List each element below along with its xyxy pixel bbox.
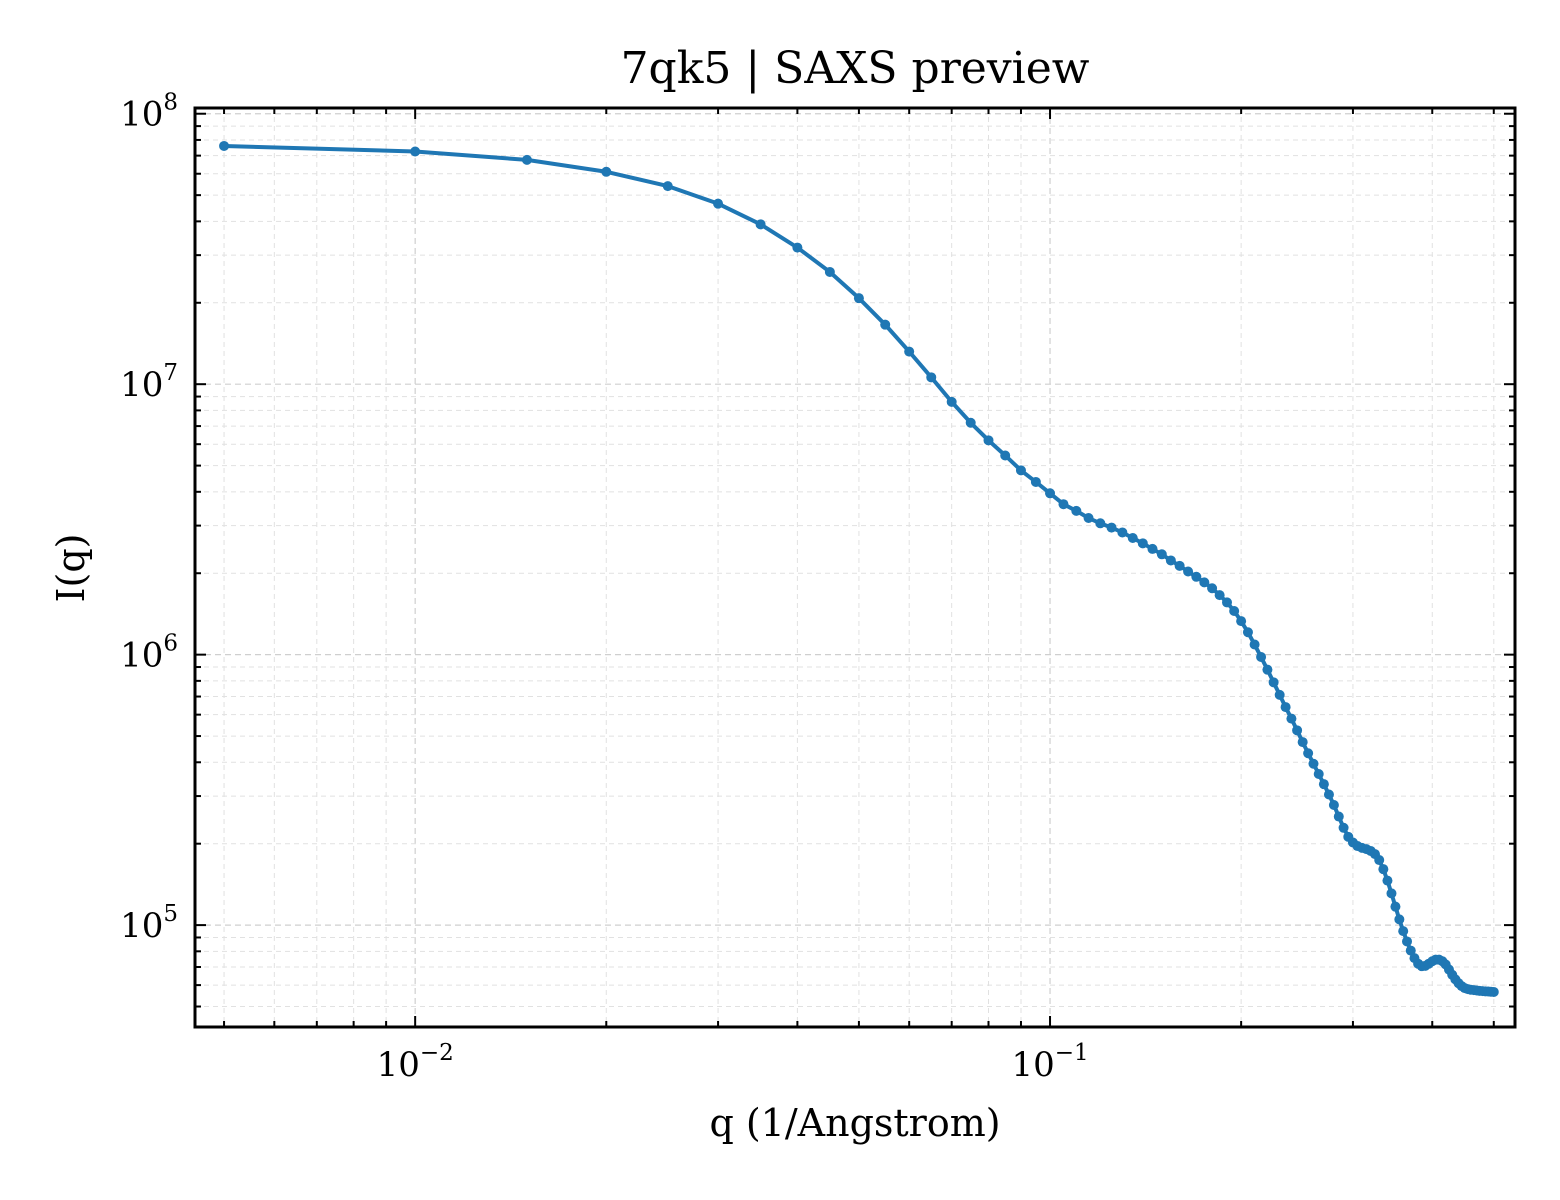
series-marks bbox=[219, 140, 1499, 997]
data-point bbox=[1071, 505, 1082, 516]
data-point bbox=[1262, 664, 1273, 675]
y-tick-label: 108 bbox=[120, 90, 178, 135]
data-point bbox=[1106, 522, 1117, 533]
data-point bbox=[1313, 769, 1324, 779]
data-point bbox=[1058, 499, 1069, 510]
y-axis-label: I(q) bbox=[49, 534, 93, 603]
data-point bbox=[1249, 639, 1260, 650]
data-point bbox=[521, 154, 532, 165]
y-tick-label: 105 bbox=[120, 901, 178, 946]
data-point bbox=[410, 146, 421, 157]
data-point bbox=[1127, 532, 1138, 543]
data-point bbox=[1292, 725, 1303, 736]
data-point bbox=[1390, 901, 1401, 912]
data-point bbox=[1398, 926, 1409, 937]
data-point bbox=[1286, 713, 1297, 724]
data-point bbox=[1394, 914, 1405, 925]
data-point bbox=[1207, 583, 1218, 594]
data-point bbox=[983, 435, 994, 446]
data-point bbox=[792, 242, 803, 253]
data-point bbox=[1117, 527, 1128, 538]
data-point bbox=[1338, 822, 1349, 833]
data-point bbox=[965, 417, 976, 428]
data-point bbox=[1488, 986, 1499, 997]
data-point bbox=[1303, 748, 1314, 759]
data-point bbox=[755, 219, 766, 230]
data-point bbox=[1095, 518, 1106, 529]
data-point bbox=[1308, 758, 1319, 769]
data-point bbox=[1405, 945, 1416, 956]
y-tick-label: 107 bbox=[120, 360, 178, 405]
data-point bbox=[1318, 779, 1329, 790]
data-point bbox=[880, 319, 891, 330]
data-point bbox=[1378, 864, 1389, 875]
data-point bbox=[713, 198, 724, 209]
data-point bbox=[1256, 652, 1267, 663]
data-point bbox=[1274, 689, 1285, 700]
data-point bbox=[1137, 538, 1148, 549]
data-point bbox=[1297, 737, 1308, 748]
x-tick-label: 10−2 bbox=[377, 1040, 454, 1085]
data-point bbox=[1328, 800, 1339, 811]
data-point bbox=[1222, 597, 1232, 608]
data-point bbox=[1183, 566, 1194, 577]
data-point bbox=[601, 166, 612, 177]
data-point bbox=[1147, 543, 1158, 554]
data-point bbox=[853, 293, 864, 304]
data-point bbox=[1268, 677, 1279, 688]
data-point bbox=[946, 396, 957, 407]
data-point bbox=[1030, 476, 1041, 487]
data-point bbox=[1323, 789, 1334, 800]
data-point bbox=[1229, 606, 1240, 616]
data-point bbox=[1280, 702, 1291, 713]
data-point bbox=[1214, 590, 1225, 601]
data-point bbox=[1000, 450, 1011, 461]
data-point bbox=[219, 140, 230, 151]
data-point bbox=[1333, 811, 1344, 822]
chart-title: 7qk5 | SAXS preview bbox=[621, 43, 1090, 94]
data-point bbox=[1374, 855, 1385, 866]
data-point bbox=[1242, 627, 1253, 638]
data-point bbox=[1015, 465, 1026, 476]
data-point bbox=[1236, 616, 1247, 627]
x-axis-label: q (1/Angstrom) bbox=[709, 1101, 1000, 1145]
y-tick-label: 106 bbox=[120, 631, 178, 676]
data-point bbox=[1199, 577, 1210, 588]
x-tick-label: 10−1 bbox=[1011, 1040, 1088, 1085]
data-point bbox=[662, 181, 673, 192]
data-point bbox=[1174, 560, 1185, 571]
data-point bbox=[926, 372, 937, 383]
data-point bbox=[1402, 936, 1413, 947]
data-point bbox=[1191, 571, 1202, 582]
data-point bbox=[1382, 875, 1393, 886]
data-point bbox=[1165, 555, 1176, 566]
data-point bbox=[1386, 888, 1397, 899]
data-point bbox=[1083, 513, 1094, 524]
data-point bbox=[904, 346, 915, 357]
data-point bbox=[824, 266, 835, 277]
data-point bbox=[1156, 549, 1167, 560]
plot-frame bbox=[193, 106, 1517, 1029]
data-point bbox=[1045, 488, 1056, 499]
